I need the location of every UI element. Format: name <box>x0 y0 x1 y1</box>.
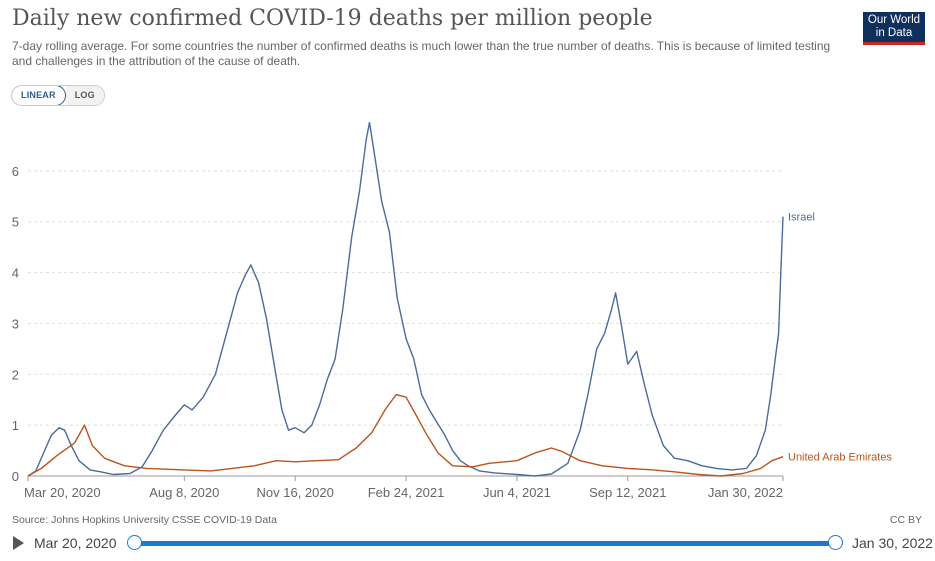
x-tick-label: Jan 30, 2022 <box>708 485 783 500</box>
y-tick-label: 0 <box>12 469 19 484</box>
x-tick-label: Sep 12, 2021 <box>589 485 666 500</box>
series-labels: Israel United Arab Emirates <box>788 212 892 464</box>
timeline: Mar 20, 2020 Jan 30, 2022 <box>0 528 935 558</box>
series-label: United Arab Emirates <box>788 452 892 464</box>
logo-line-1: Our World <box>867 14 921 26</box>
y-tick-label: 6 <box>12 164 19 179</box>
y-tick-label: 1 <box>12 418 19 433</box>
series-layer <box>27 121 784 477</box>
series-line-israel[interactable] <box>27 121 784 477</box>
y-axis: 0 1 2 3 4 5 6 <box>12 164 19 484</box>
timeline-end-label: Jan 30, 2022 <box>852 535 933 551</box>
chart-title: Daily new confirmed COVID-19 deaths per … <box>12 6 653 31</box>
series-line-united-arab-emirates[interactable] <box>27 393 784 477</box>
grid-layer <box>28 170 783 477</box>
x-tick-label: Jun 4, 2021 <box>483 485 551 500</box>
y-tick-label: 5 <box>12 215 19 230</box>
series-label: Israel <box>788 212 815 224</box>
x-tick-label: Mar 20, 2020 <box>24 485 101 500</box>
scale-toggle: LINEAR LOG <box>11 85 105 106</box>
x-tick-label: Feb 24, 2021 <box>368 485 445 500</box>
timeline-start-label: Mar 20, 2020 <box>34 535 117 551</box>
play-icon[interactable] <box>13 536 24 550</box>
license-link[interactable]: CC BY <box>889 514 922 526</box>
timeline-start-handle[interactable] <box>127 535 142 550</box>
x-tick-label: Aug 8, 2020 <box>149 485 219 500</box>
timeline-end-handle[interactable] <box>828 535 843 550</box>
timeline-track[interactable] <box>135 541 836 546</box>
log-scale-button[interactable]: LOG <box>65 86 104 105</box>
linear-scale-button[interactable]: LINEAR <box>11 86 66 105</box>
line-chart: 0 1 2 3 4 5 6 Mar 20, 2020 Aug 8, 2020 Nov 16, 2… <box>12 121 892 500</box>
owid-logo[interactable]: Our World in Data <box>863 12 925 45</box>
logo-line-2: in Data <box>875 27 913 39</box>
x-axis: Mar 20, 2020 Aug 8, 2020 Nov 16, 2020 Feb 2… <box>24 476 784 500</box>
y-tick-label: 4 <box>12 266 19 281</box>
source-note: Source: Johns Hopkins University CSSE CO… <box>12 514 277 526</box>
x-tick-label: Nov 16, 2020 <box>257 485 334 500</box>
y-tick-label: 3 <box>12 316 19 331</box>
chart-subtitle: 7-day rolling average. For some countrie… <box>12 39 831 68</box>
y-tick-label: 2 <box>12 367 19 382</box>
